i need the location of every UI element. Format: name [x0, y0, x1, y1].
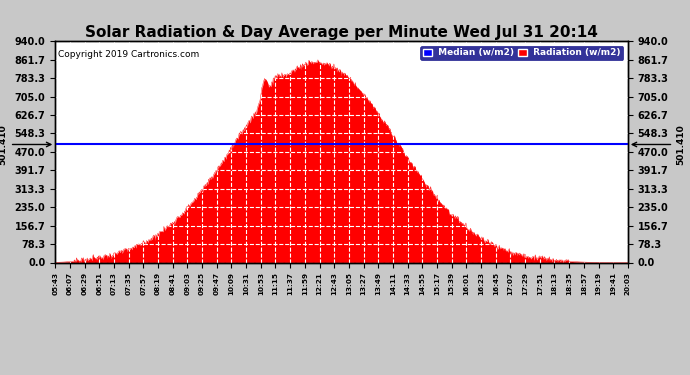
Text: 501.410: 501.410	[0, 124, 51, 165]
Title: Solar Radiation & Day Average per Minute Wed Jul 31 20:14: Solar Radiation & Day Average per Minute…	[85, 25, 598, 40]
Text: 501.410: 501.410	[632, 124, 685, 165]
Text: Copyright 2019 Cartronics.com: Copyright 2019 Cartronics.com	[58, 50, 199, 59]
Legend:  Median (w/m2),  Radiation (w/m2): Median (w/m2), Radiation (w/m2)	[420, 46, 623, 60]
